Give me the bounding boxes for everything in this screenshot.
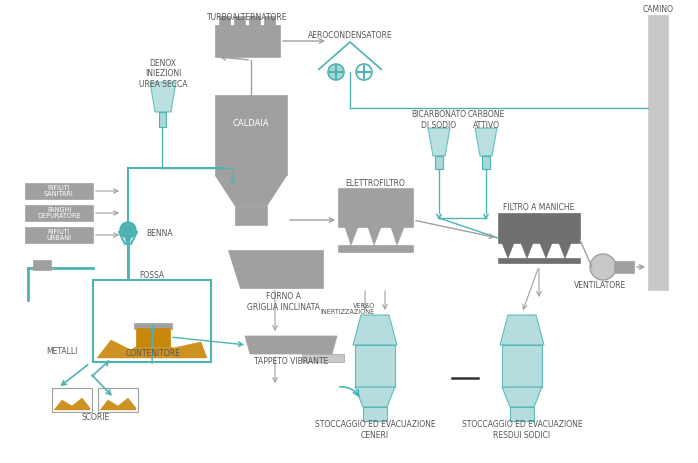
Text: FORNO A
GRIGLIA INCLINATA: FORNO A GRIGLIA INCLINATA [246,292,320,312]
Polygon shape [368,227,381,245]
Bar [498,258,580,263]
Text: DENOX
INIEZIONI
UREA SECCA: DENOX INIEZIONI UREA SECCA [139,59,187,89]
Bar [355,345,395,387]
Text: VERSO
INERTIZZAZIONE: VERSO INERTIZZAZIONE [321,302,375,315]
Polygon shape [500,315,544,345]
Polygon shape [245,336,337,354]
Text: CARBONE
ATTIVO: CARBONE ATTIVO [468,110,505,130]
Bar [215,25,280,57]
Bar [510,407,534,421]
Polygon shape [97,337,207,358]
Text: FILTRO A MANICHE: FILTRO A MANICHE [503,204,574,213]
Bar [215,95,287,175]
Polygon shape [345,227,358,245]
Circle shape [590,254,616,280]
Polygon shape [475,128,497,156]
Polygon shape [391,227,404,245]
Text: BICARBONATO
DI SODIO: BICARBONATO DI SODIO [412,110,466,130]
Bar [363,407,387,421]
Bar [435,156,443,169]
Bar [52,388,92,412]
Text: AEROCONDENSATORE: AEROCONDENSATORE [308,31,392,39]
Text: STOCCAGGIO ED EVACUAZIONE
RESDUI SODICI: STOCCAGGIO ED EVACUAZIONE RESDUI SODICI [461,420,582,440]
Bar [219,16,230,26]
Polygon shape [100,398,136,410]
Bar [648,15,668,290]
Bar [136,328,170,346]
Bar [93,280,211,362]
Bar [338,188,413,227]
Bar [249,16,260,26]
Bar [98,388,138,412]
Circle shape [320,346,325,351]
Text: RIFIUTI
SANITARI: RIFIUTI SANITARI [44,184,74,198]
Text: CALDAIA: CALDAIA [232,119,269,127]
Bar [338,245,413,252]
Bar [502,345,542,387]
Bar [302,354,344,362]
Text: RIFIUTI
URBANI: RIFIUTI URBANI [47,229,71,242]
Polygon shape [502,387,542,407]
Polygon shape [228,250,323,288]
Polygon shape [215,175,287,206]
Text: BENNA: BENNA [146,229,172,238]
Polygon shape [540,243,552,258]
Polygon shape [355,387,395,407]
Bar [482,156,490,169]
Bar [25,183,93,199]
Text: ELETTROFILTRO: ELETTROFILTRO [346,179,406,188]
Polygon shape [502,243,514,258]
Circle shape [306,344,311,349]
Circle shape [356,64,372,80]
Text: CAMINO: CAMINO [642,6,674,14]
Text: VENTILATORE: VENTILATORE [574,282,626,290]
Text: TAPPETO VIBRANTE: TAPPETO VIBRANTE [254,357,328,365]
Polygon shape [54,398,90,410]
Bar [235,206,267,225]
Text: FANGHI
DEPURATORE: FANGHI DEPURATORE [37,206,81,219]
Text: CONTENITORE: CONTENITORE [126,349,181,357]
Polygon shape [428,128,450,156]
Bar [159,112,166,127]
Text: SCORIE: SCORIE [82,413,110,423]
Polygon shape [521,243,533,258]
Circle shape [328,64,344,80]
Bar [614,261,634,273]
Bar [33,260,51,270]
Polygon shape [559,243,571,258]
Text: METALLI: METALLI [46,348,77,357]
Polygon shape [150,82,176,112]
Text: TURBOALTERNATORE: TURBOALTERNATORE [207,13,288,21]
Polygon shape [353,315,397,345]
Text: STOCCAGGIO ED EVACUAZIONE
CENERI: STOCCAGGIO ED EVACUAZIONE CENERI [315,420,436,440]
Bar [264,16,275,26]
Text: FOSSA: FOSSA [140,270,165,280]
Bar [25,205,93,221]
Bar [134,323,172,329]
Bar [498,213,580,243]
Bar [25,227,93,243]
Circle shape [315,339,320,344]
Bar [234,16,245,26]
Circle shape [120,222,136,238]
